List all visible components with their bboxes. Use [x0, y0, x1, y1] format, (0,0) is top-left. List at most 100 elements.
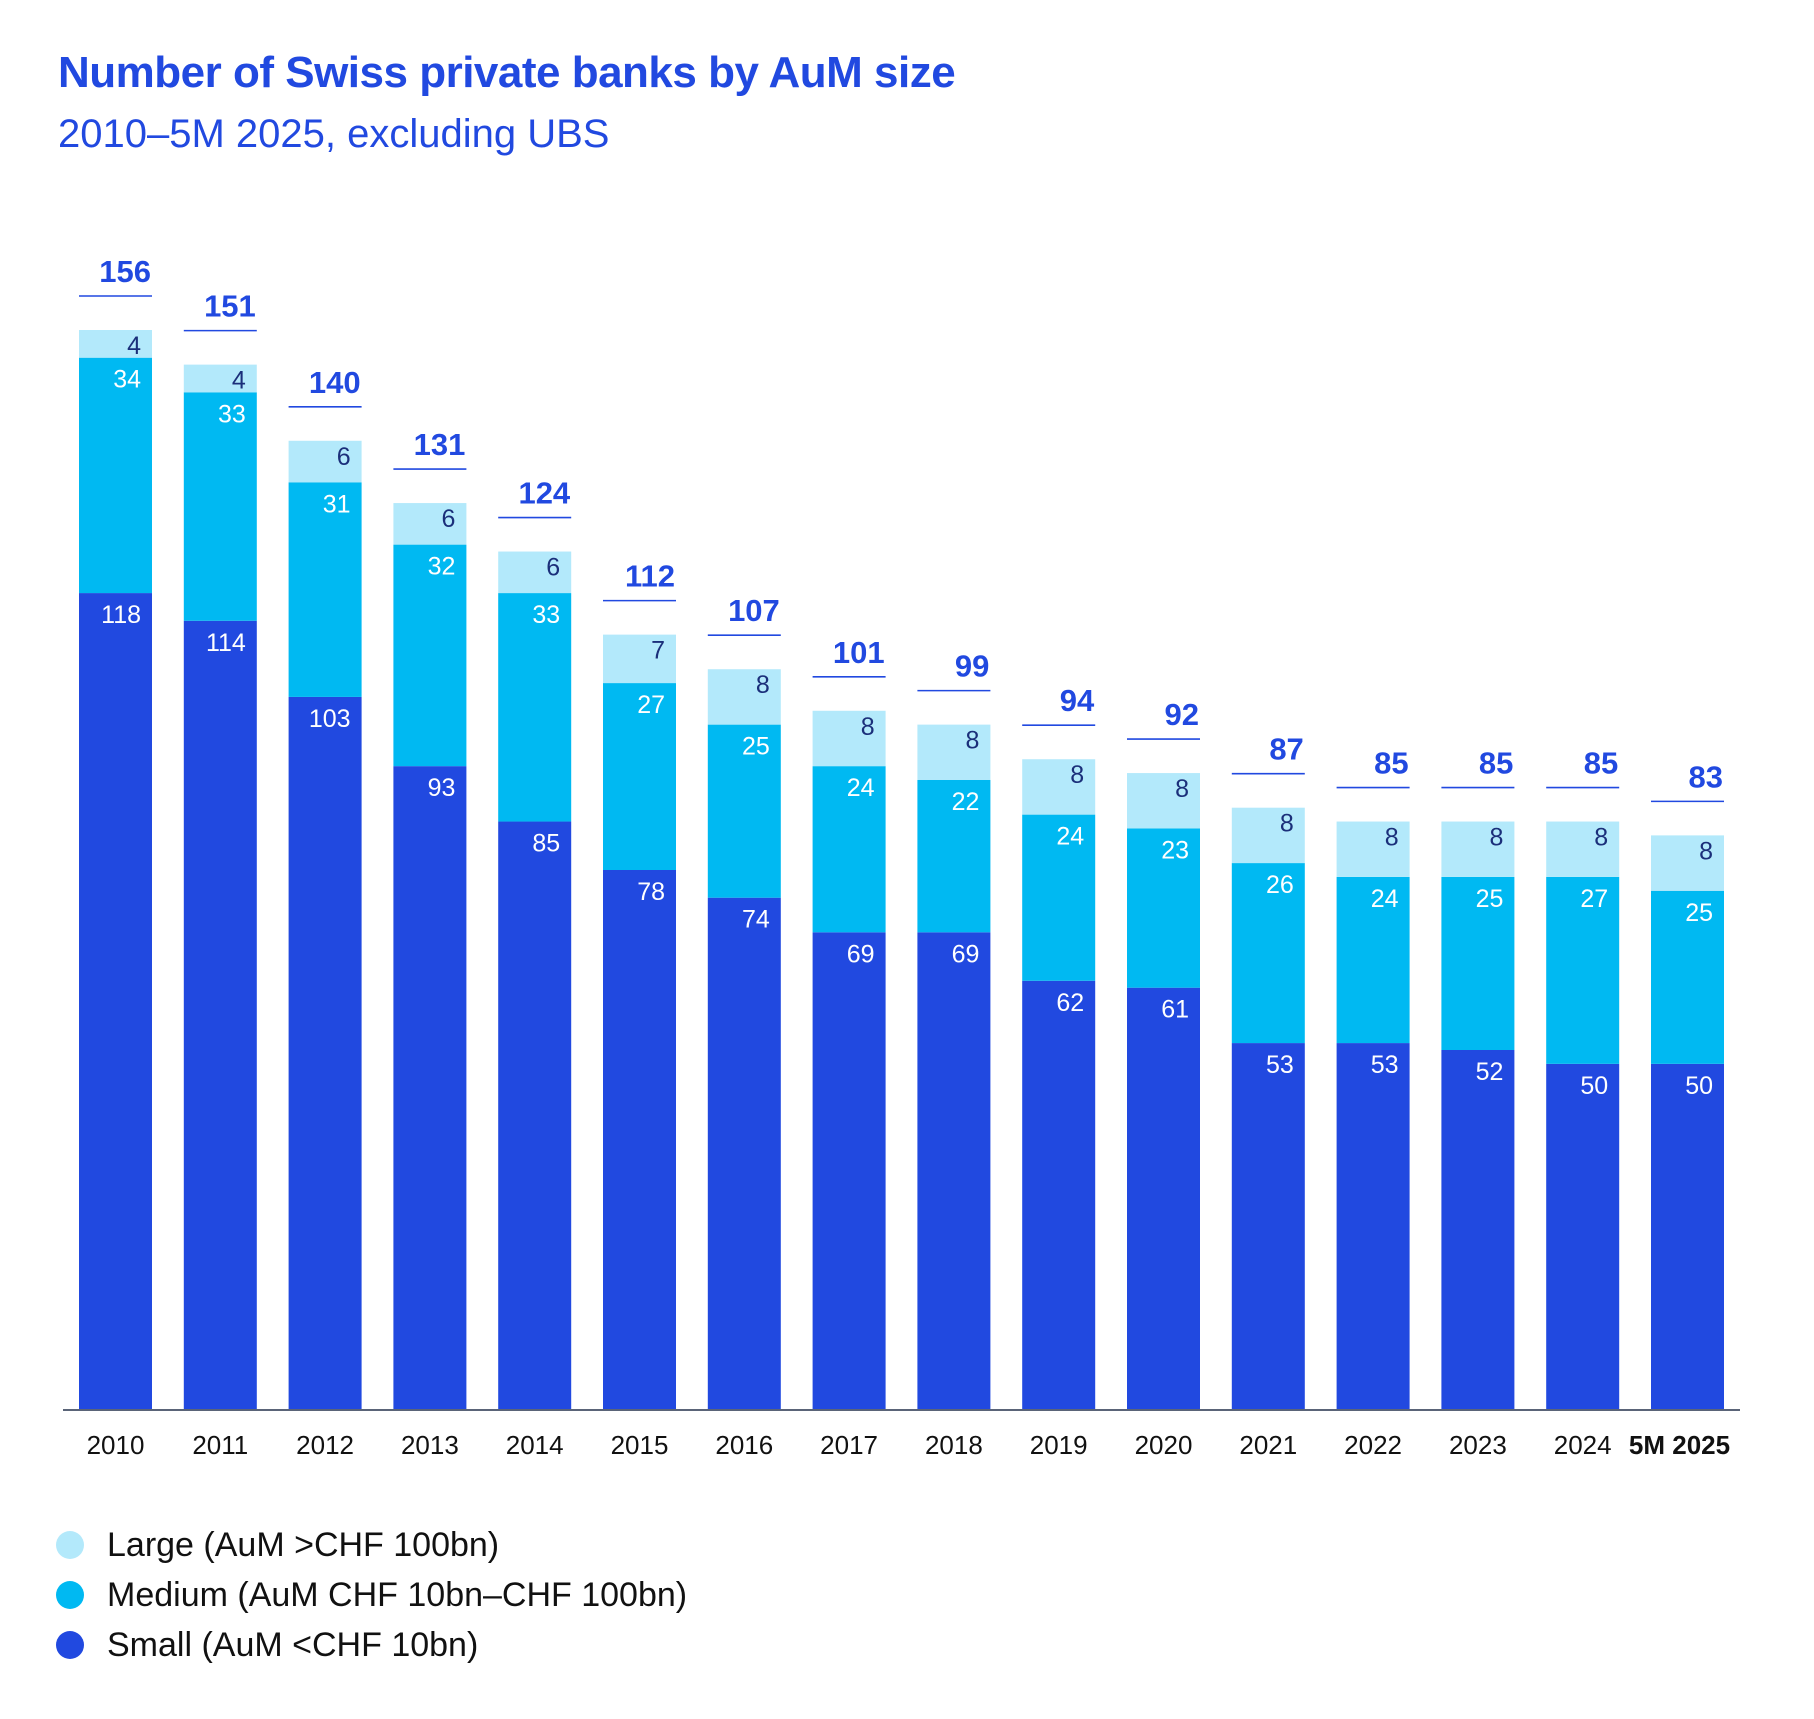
segment-label-large: 8	[1280, 810, 1294, 838]
segment-label-medium: 27	[637, 691, 665, 719]
segment-label-medium: 25	[1685, 899, 1713, 927]
total-label: 131	[414, 427, 466, 462]
bar-segment-medium	[1441, 876, 1515, 1050]
segment-label-large: 4	[127, 332, 141, 360]
bar-segment-large	[79, 330, 152, 358]
bar-segment-small	[917, 932, 991, 1410]
total-label: 94	[1060, 683, 1095, 718]
bar-segment-medium	[288, 482, 362, 697]
bar-segment-large	[498, 551, 572, 594]
bar-segment-medium	[1022, 814, 1096, 981]
segment-label-large: 6	[441, 505, 455, 533]
bar-segment-medium	[183, 392, 257, 621]
segment-label-medium: 26	[1266, 871, 1294, 899]
segment-label-medium: 32	[428, 553, 456, 581]
bar-segment-medium	[79, 357, 152, 594]
segment-label-medium: 25	[1476, 885, 1504, 913]
x-tick-label: 2023	[1449, 1430, 1507, 1460]
total-label: 124	[518, 476, 570, 511]
segment-label-large: 8	[1175, 775, 1189, 803]
x-tick-label: 2010	[87, 1430, 145, 1460]
bar-segment-medium	[1231, 863, 1305, 1044]
legend-label-medium: Medium (AuM CHF 10bn–CHF 100bn)	[107, 1575, 688, 1614]
bar-segment-small	[183, 620, 257, 1410]
bar-segment-large	[183, 364, 257, 393]
bar-segment-small	[393, 766, 467, 1410]
segment-label-medium: 24	[847, 774, 875, 802]
segment-label-medium: 31	[323, 490, 351, 518]
segment-label-large: 4	[232, 367, 246, 395]
bar-segment-large	[603, 634, 676, 684]
x-tick-label: 2024	[1554, 1430, 1612, 1460]
segment-label-medium: 33	[218, 400, 246, 428]
legend-label-large: Large (AuM >CHF 100bn)	[107, 1525, 500, 1564]
x-tick-label: 2014	[506, 1430, 564, 1460]
legend-label-small: Small (AuM <CHF 10bn)	[107, 1625, 479, 1664]
total-label: 112	[625, 559, 675, 594]
x-tick-label: 2020	[1135, 1430, 1193, 1460]
segment-label-medium: 22	[952, 788, 980, 816]
segment-label-small: 61	[1161, 996, 1189, 1024]
segment-label-small: 74	[742, 906, 770, 934]
bar-segment-medium	[1127, 828, 1200, 988]
segment-label-small: 103	[309, 705, 351, 733]
x-tick-label: 2022	[1344, 1430, 1402, 1460]
x-tick-label: 2017	[820, 1430, 878, 1460]
segment-label-small: 50	[1685, 1072, 1713, 1100]
x-tick-label: 2018	[925, 1430, 983, 1460]
bar-segment-medium	[812, 766, 886, 933]
segment-label-small: 85	[532, 830, 560, 858]
total-label: 107	[728, 593, 780, 628]
legend-item-small: Small (AuM <CHF 10bn)	[56, 1620, 687, 1670]
bar-segment-medium	[917, 780, 991, 933]
segment-label-small: 50	[1580, 1072, 1608, 1100]
bar-segment-large	[1336, 821, 1410, 877]
bar-segment-medium	[393, 544, 467, 767]
segment-label-small: 114	[206, 629, 246, 657]
bar-segment-large	[1441, 821, 1515, 877]
segment-label-medium: 34	[113, 366, 141, 394]
bar-segment-large	[1651, 835, 1724, 891]
segment-label-medium: 25	[742, 733, 770, 761]
total-label: 99	[955, 649, 989, 684]
bar-segment-large	[917, 724, 991, 780]
bar-segment-large	[1022, 759, 1096, 815]
total-label: 156	[99, 254, 151, 289]
bar-segment-small	[1336, 1043, 1410, 1410]
bar-segment-small	[1546, 1063, 1620, 1410]
bar-segment-large	[1127, 773, 1200, 829]
bar-segment-large	[1231, 807, 1305, 864]
bar-segment-small	[707, 897, 781, 1410]
segment-label-large: 8	[1070, 761, 1084, 789]
bar-segment-small	[498, 821, 572, 1410]
bar-segment-small	[812, 932, 886, 1410]
x-tick-label: 2011	[192, 1430, 248, 1460]
segment-label-large: 8	[1385, 824, 1399, 852]
segment-label-large: 6	[546, 554, 560, 582]
segment-label-medium: 27	[1580, 885, 1608, 913]
total-label: 87	[1269, 732, 1303, 767]
total-label: 85	[1374, 746, 1408, 781]
stacked-bar-chart: 118 34 4 156 2010 114 33 4 151 2011 103 31 6 140 2012 9…	[63, 254, 1740, 1460]
x-tick-label: 2015	[611, 1430, 669, 1460]
legend-swatch-medium	[56, 1581, 84, 1609]
bar-segment-small	[1022, 980, 1096, 1410]
x-tick-label: 2021	[1239, 1430, 1297, 1460]
segment-label-large: 8	[1594, 824, 1608, 852]
segment-label-large: 8	[1699, 837, 1713, 865]
x-tick-label: 2012	[296, 1430, 354, 1460]
bar-segment-small	[603, 870, 676, 1410]
segment-label-small: 53	[1371, 1051, 1399, 1079]
bar-segment-large	[812, 710, 886, 767]
x-tick-label: 5M 2025	[1629, 1430, 1730, 1460]
bar-segment-medium	[1336, 876, 1410, 1044]
bar-segment-medium	[1651, 890, 1724, 1064]
legend-swatch-large	[56, 1531, 84, 1559]
chart-title: Number of Swiss private banks by AuM siz…	[58, 48, 956, 97]
bar-segment-large	[288, 440, 362, 483]
segment-label-small: 118	[101, 601, 141, 629]
segment-label-small: 53	[1266, 1051, 1294, 1079]
segment-label-small: 52	[1476, 1058, 1504, 1086]
total-label: 85	[1584, 746, 1618, 781]
segment-label-large: 8	[756, 671, 770, 699]
